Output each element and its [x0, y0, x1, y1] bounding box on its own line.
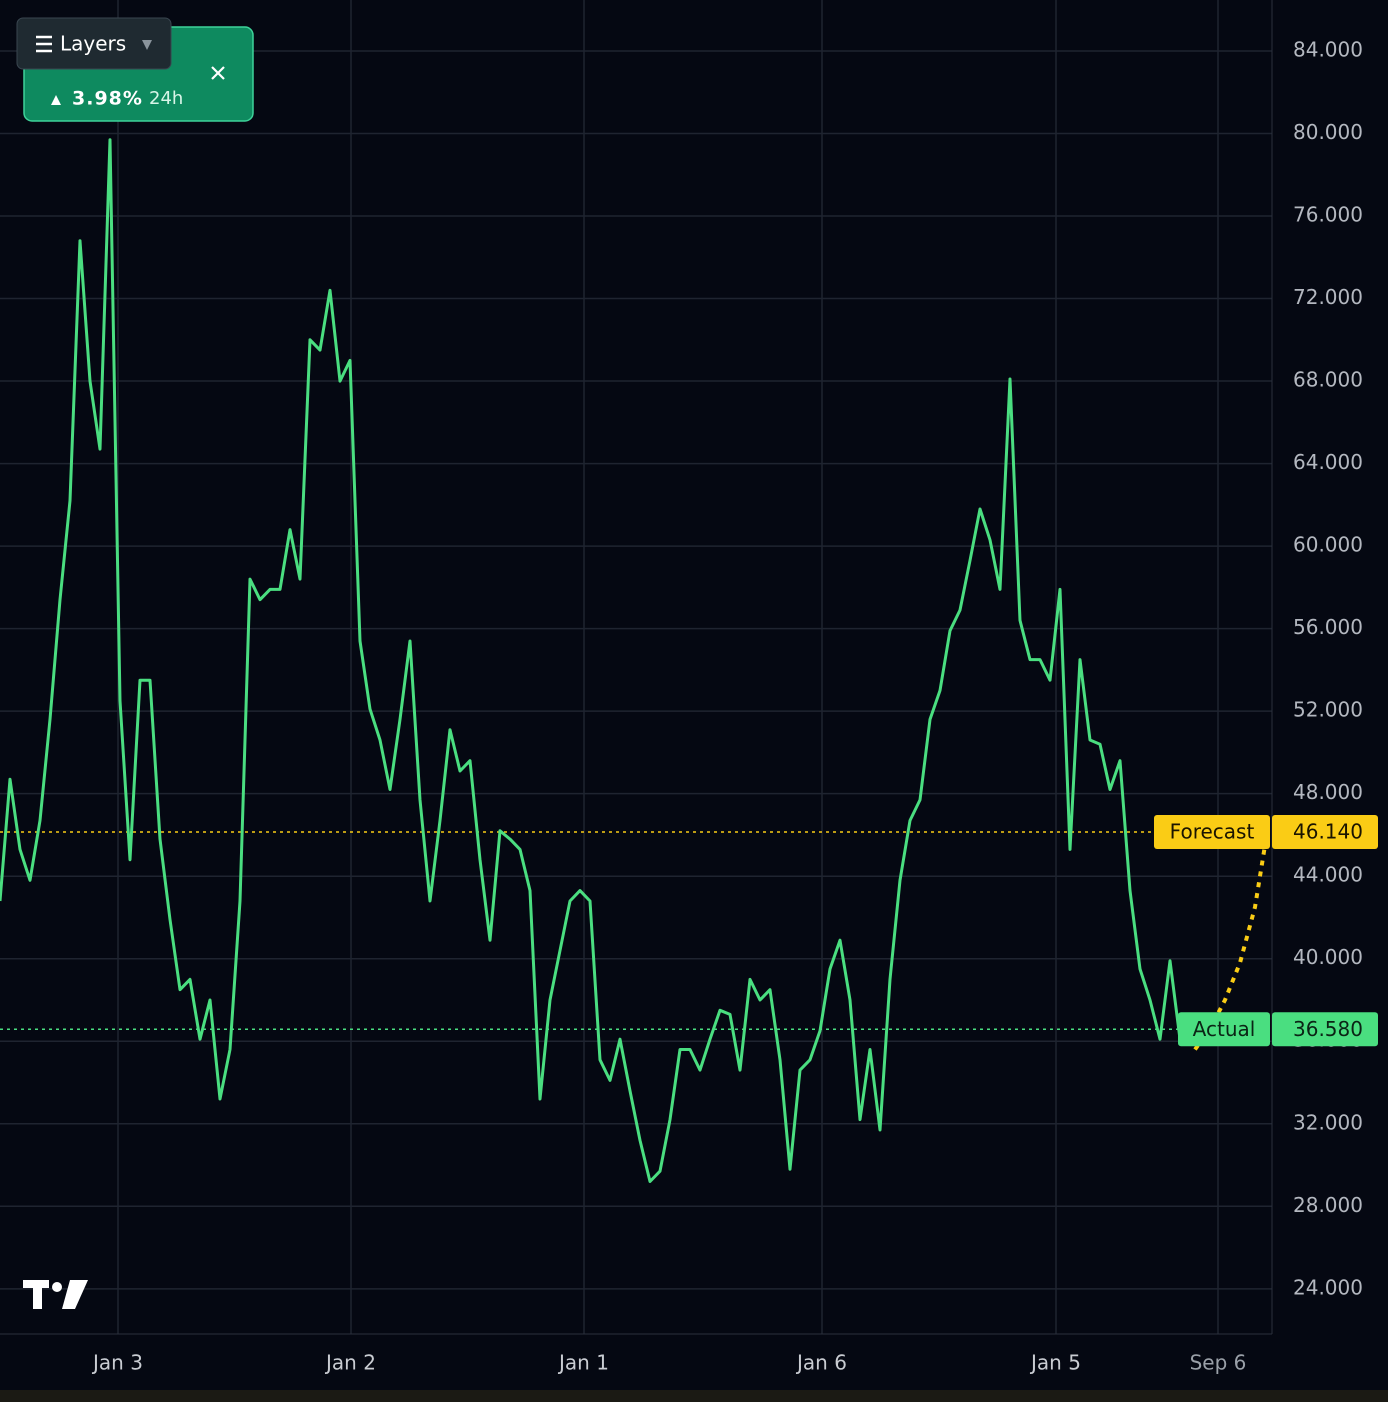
y-tick-label: 40.000 — [1293, 945, 1363, 969]
plot — [0, 138, 1272, 1183]
y-tick-label: 80.000 — [1293, 120, 1363, 144]
axes: 24.00028.00032.00036.00040.00044.00048.0… — [91, 37, 1378, 1375]
y-tick-label: 72.000 — [1293, 285, 1363, 309]
layers-label: Layers — [60, 32, 126, 56]
price-tag-bg — [1272, 1012, 1378, 1047]
price-tag-bg — [1272, 815, 1378, 850]
y-tick-label: 68.000 — [1293, 368, 1363, 392]
x-tick-label: Jan 6 — [795, 1351, 847, 1375]
brand-logo — [23, 1280, 88, 1309]
forecast-line — [1193, 844, 1267, 1051]
y-tick-label: 32.000 — [1293, 1110, 1363, 1134]
close-button[interactable] — [211, 66, 225, 80]
y-tick-label: 28.000 — [1293, 1193, 1363, 1217]
x-tick-label: Jan 2 — [324, 1351, 376, 1375]
y-tick-label: 56.000 — [1293, 615, 1363, 639]
y-tick-label: 60.000 — [1293, 533, 1363, 557]
change-percent: 3.98% — [72, 88, 143, 110]
y-tick-label: 64.000 — [1293, 450, 1363, 474]
y-tick-label: 76.000 — [1293, 203, 1363, 227]
price-tag-value: 46.140 — [1293, 820, 1363, 844]
up-arrow-icon — [51, 95, 61, 105]
x-tick-label: Jan 1 — [557, 1351, 609, 1375]
y-tick-label: 44.000 — [1293, 863, 1363, 887]
x-tick-label: Jan 3 — [91, 1351, 143, 1375]
y-tick-label: 48.000 — [1293, 780, 1363, 804]
change-period: 24h — [149, 88, 183, 109]
menu-icon — [36, 35, 52, 53]
y-tick-label: 24.000 — [1293, 1275, 1363, 1299]
price-tag-label: Actual — [1193, 1017, 1256, 1041]
bottom-strip — [0, 1390, 1388, 1402]
layers-button[interactable]: Layers — [16, 17, 172, 70]
y-tick-label: 52.000 — [1293, 698, 1363, 722]
price-tag-value: 36.580 — [1293, 1017, 1363, 1041]
price-tag-label: Forecast — [1170, 820, 1255, 844]
x-tick-label: Jan 5 — [1029, 1351, 1081, 1375]
price-tag-label-bg — [1154, 815, 1270, 850]
price-tag-label-bg — [1178, 1012, 1270, 1047]
x-tick-label: Sep 6 — [1190, 1351, 1247, 1375]
price-line — [0, 138, 1182, 1183]
y-tick-label: 84.000 — [1293, 37, 1363, 61]
dropdown-icon — [142, 40, 152, 50]
